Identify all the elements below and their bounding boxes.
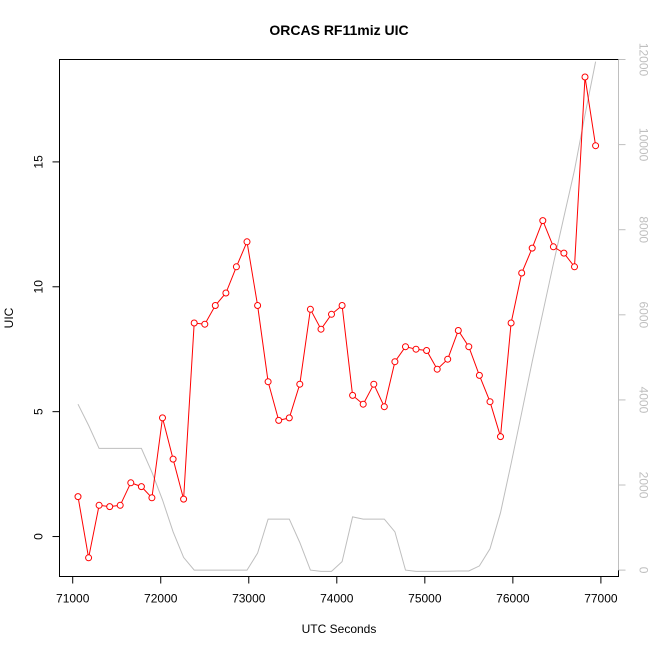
uic-point <box>539 217 547 225</box>
uic-point <box>296 380 304 388</box>
uic-point <box>285 414 293 422</box>
x-tick-label: 75000 <box>408 592 442 606</box>
uic-point <box>592 142 600 150</box>
y-right-tick-label: 4000 <box>637 387 650 414</box>
altitude-series <box>77 61 597 572</box>
uic-point <box>328 310 335 318</box>
uic-line <box>77 76 597 558</box>
uic-point <box>222 289 230 297</box>
y-tick-label: 5 <box>32 408 46 415</box>
uic-point <box>486 398 494 406</box>
y-tick-label: 0 <box>32 533 46 540</box>
uic-point <box>497 433 504 441</box>
y-right-tick-label: 12000 <box>637 43 650 77</box>
uic-point <box>423 347 431 354</box>
uic-point <box>264 378 272 386</box>
x-tick-label: 73000 <box>232 592 266 606</box>
uic-point <box>190 319 198 327</box>
uic-point <box>148 494 156 502</box>
uic-point <box>549 243 557 251</box>
chart-title: ORCAS RF11miz UIC <box>269 22 408 38</box>
uic-point <box>370 380 378 388</box>
altitude-line <box>77 61 597 572</box>
uic-point <box>560 249 568 257</box>
plot-frame <box>59 59 619 577</box>
uic-point <box>317 325 325 333</box>
uic-point <box>211 302 219 309</box>
uic-point <box>507 319 515 327</box>
uic-point <box>349 391 357 399</box>
uic-point <box>169 455 177 463</box>
uic-point <box>454 327 462 334</box>
uic-point <box>412 345 420 353</box>
uic-point <box>159 414 166 422</box>
y-right-tick-label: 10000 <box>637 128 650 162</box>
x-tick-label: 74000 <box>320 592 354 606</box>
y-tick-label: 10 <box>32 280 46 294</box>
uic-point <box>127 479 135 487</box>
x-tick-label: 71000 <box>56 592 90 606</box>
y-axis-label: UIC <box>2 307 16 328</box>
uic-point <box>433 365 441 373</box>
y-right-tick-label: 2000 <box>637 472 650 499</box>
uic-point <box>116 501 124 509</box>
uic-point <box>95 501 103 509</box>
uic-point <box>391 358 399 366</box>
y-right-tick-label: 6000 <box>637 301 650 328</box>
uic-point <box>571 263 578 271</box>
uic-point <box>581 73 589 81</box>
x-tick-label: 72000 <box>144 592 178 606</box>
x-axis-label: UTC Seconds <box>302 622 377 636</box>
uic-point <box>306 305 314 313</box>
uic-point <box>518 269 526 277</box>
uic-point <box>528 244 536 252</box>
y-tick-label: 15 <box>32 155 46 169</box>
uic-point <box>201 320 209 328</box>
uic-point <box>106 503 114 511</box>
uic-point <box>275 416 283 424</box>
uic-point <box>465 343 473 351</box>
uic-point <box>338 302 346 309</box>
y-axis-left: 0 5 10 15 <box>32 155 60 540</box>
y-axis-right: 0 2000 4000 6000 8000 10000 12000 <box>618 43 650 574</box>
uic-point <box>85 554 93 562</box>
uic-point <box>243 238 251 246</box>
uic-point <box>254 302 262 309</box>
uic-series <box>74 73 600 562</box>
uic-point <box>180 495 188 503</box>
x-tick-label: 77000 <box>584 592 618 606</box>
x-tick-label: 76000 <box>496 592 530 606</box>
uic-point <box>137 483 145 491</box>
y-right-tick-label: 8000 <box>637 216 650 243</box>
x-axis: 71000 72000 73000 74000 75000 76000 77000 <box>56 576 618 606</box>
uic-point <box>359 400 367 408</box>
uic-point <box>380 403 388 411</box>
uic-point <box>444 355 452 363</box>
uic-point <box>74 493 82 501</box>
uic-point <box>402 343 409 351</box>
uic-point <box>475 371 483 379</box>
y-right-tick-label: 0 <box>637 567 650 574</box>
uic-point <box>232 263 240 271</box>
